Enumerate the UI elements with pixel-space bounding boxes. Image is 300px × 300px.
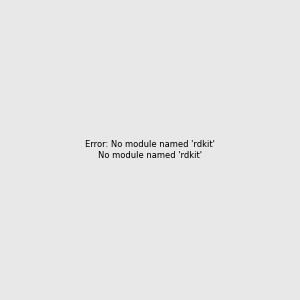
Text: Error: No module named 'rdkit'
No module named 'rdkit': Error: No module named 'rdkit' No module…: [85, 140, 215, 160]
